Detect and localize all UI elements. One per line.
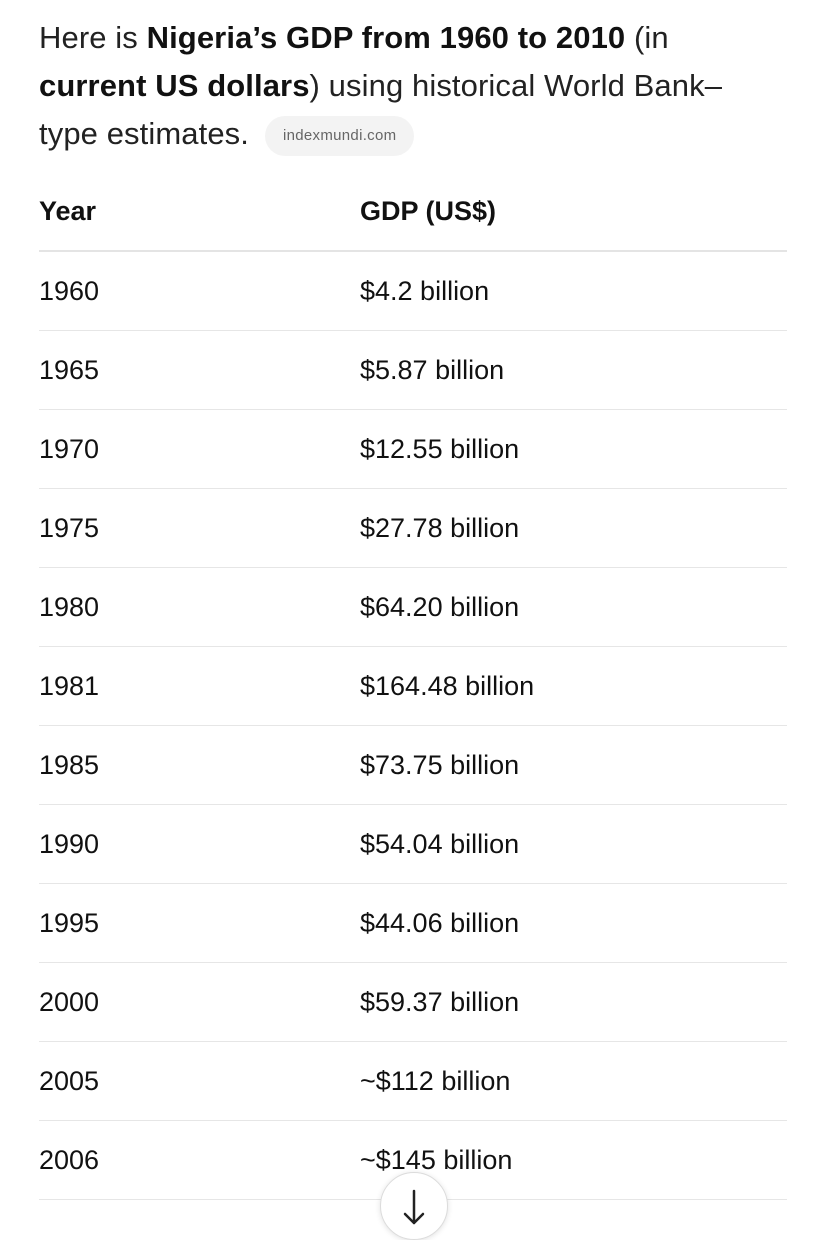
table-row: 1980 $64.20 billion [39, 567, 787, 647]
year-cell: 1985 [39, 725, 360, 805]
gdp-cell: $4.2 billion [360, 251, 787, 331]
gdp-cell: $44.06 billion [360, 883, 787, 963]
year-cell: 1995 [39, 883, 360, 963]
gdp-cell: ~$112 billion [360, 1041, 787, 1121]
intro-prefix: Here is [39, 20, 147, 55]
header-year: Year [39, 172, 360, 252]
table-header-row: Year GDP (US$) [39, 172, 787, 252]
intro-suffix: ) using historical World Bank–type estim… [39, 68, 723, 151]
source-citation-chip[interactable]: indexmundi.com [264, 116, 415, 156]
year-cell: 1990 [39, 804, 360, 884]
table-row: 1975 $27.78 billion [39, 488, 787, 568]
table-row: 1981 $164.48 billion [39, 646, 787, 726]
year-cell: 2000 [39, 962, 360, 1042]
table-row: 1985 $73.75 billion [39, 725, 787, 805]
gdp-cell: $54.04 billion [360, 804, 787, 884]
intro-bold-currency: current US dollars [39, 68, 310, 103]
header-gdp: GDP (US$) [360, 172, 787, 252]
table-row: 1965 $5.87 billion [39, 330, 787, 410]
table-row: 2005 ~$112 billion [39, 1041, 787, 1121]
year-cell: 1981 [39, 646, 360, 726]
year-cell: 1975 [39, 488, 360, 568]
gdp-cell: $27.78 billion [360, 488, 787, 568]
gdp-cell: $73.75 billion [360, 725, 787, 805]
gdp-cell: $59.37 billion [360, 962, 787, 1042]
scroll-to-bottom-button[interactable] [380, 1172, 448, 1240]
year-cell: 1980 [39, 567, 360, 647]
table-row: 1995 $44.06 billion [39, 883, 787, 963]
gdp-cell: $164.48 billion [360, 646, 787, 726]
table-row: 2000 $59.37 billion [39, 962, 787, 1042]
year-cell: 1965 [39, 330, 360, 410]
gdp-table: Year GDP (US$) 1960 $4.2 billion 1965 $5… [39, 172, 787, 1200]
intro-mid: (in [625, 20, 669, 55]
table-row: 1990 $54.04 billion [39, 804, 787, 884]
gdp-cell: $64.20 billion [360, 567, 787, 647]
year-cell: 2006 [39, 1120, 360, 1200]
intro-bold-subject: Nigeria’s GDP from 1960 to 2010 [146, 20, 626, 55]
gdp-cell: $5.87 billion [360, 330, 787, 410]
year-cell: 2005 [39, 1041, 360, 1121]
year-cell: 1960 [39, 251, 360, 331]
intro-paragraph: Here is Nigeria’s GDP from 1960 to 2010 … [39, 14, 779, 158]
arrow-down-icon [403, 1189, 425, 1225]
table-row: 1970 $12.55 billion [39, 409, 787, 489]
table-row: 1960 $4.2 billion [39, 251, 787, 331]
year-cell: 1970 [39, 409, 360, 489]
gdp-cell: $12.55 billion [360, 409, 787, 489]
